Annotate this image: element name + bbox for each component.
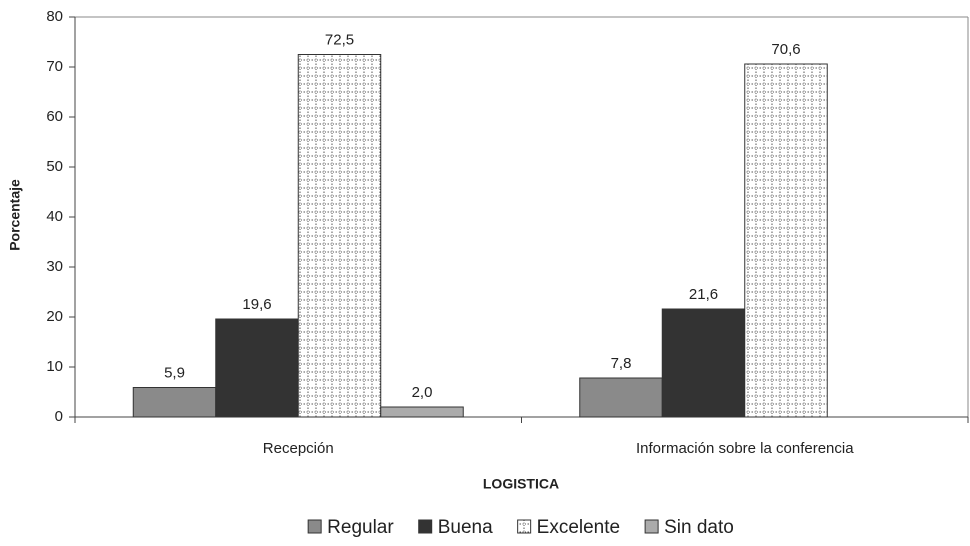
y-axis-label: Porcentaje	[7, 179, 23, 251]
legend-swatch	[517, 519, 532, 534]
legend-label: Excelente	[537, 517, 620, 538]
value-label: 21,6	[689, 286, 718, 303]
y-tick-label: 10	[46, 358, 63, 375]
value-label: 2,0	[412, 384, 433, 401]
legend-swatch	[644, 519, 659, 534]
y-tick-label: 70	[46, 58, 63, 75]
y-tick-label: 50	[46, 158, 63, 175]
y-tick-label: 30	[46, 258, 63, 275]
bar	[132, 387, 217, 418]
legend-label: Regular	[327, 517, 394, 538]
value-label: 72,5	[325, 31, 354, 48]
bar	[579, 377, 663, 418]
y-tick-label: 60	[46, 108, 63, 125]
legend-item: Excelente	[517, 517, 620, 538]
bar	[744, 63, 828, 418]
y-tick-label: 20	[46, 308, 63, 325]
value-label: 7,8	[611, 355, 632, 372]
x-tick-label: Recepción	[263, 440, 334, 457]
bar	[297, 54, 382, 418]
y-tick-label: 0	[55, 408, 63, 425]
legend-swatch	[307, 519, 322, 534]
bar	[215, 318, 299, 418]
y-tick-label: 80	[46, 8, 63, 25]
value-label: 5,9	[164, 364, 185, 381]
legend-item: Regular	[307, 517, 394, 538]
legend-item: Sin dato	[644, 517, 734, 538]
x-tick-label: Información sobre la conferencia	[636, 440, 854, 457]
x-axis-label: LOGISTICA	[483, 476, 559, 492]
legend-swatch	[418, 519, 433, 534]
value-label: 19,6	[242, 296, 271, 313]
legend-label: Buena	[438, 517, 493, 538]
y-tick-label: 40	[46, 208, 63, 225]
value-label: 70,6	[771, 41, 800, 58]
bar	[380, 406, 464, 418]
bar	[661, 308, 746, 418]
legend-item: Buena	[418, 517, 493, 538]
legend-label: Sin dato	[664, 517, 734, 538]
